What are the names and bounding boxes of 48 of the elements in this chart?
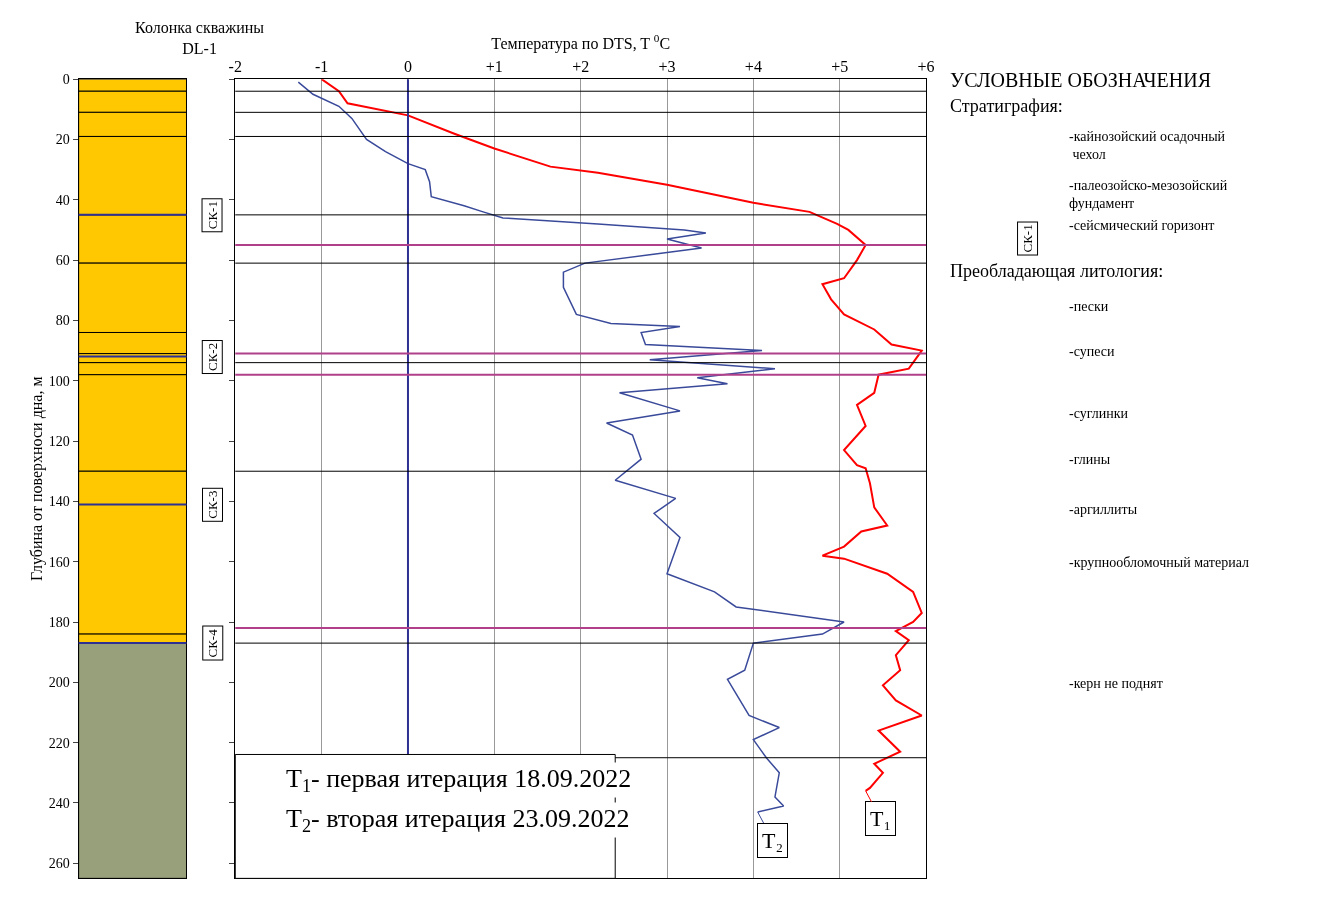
x-tick-label: -2 [228,57,242,75]
text: -пески [1069,299,1109,314]
text: Стратиграфия: [950,96,1063,116]
text: СК-3 [205,490,221,519]
x-tick-label: -1 [314,57,329,75]
y-tick-label: 220 [48,735,70,751]
y-tick-label: 180 [48,614,70,630]
y-tick-label: 60 [55,253,70,269]
x-tick-label: +5 [831,57,849,75]
y-axis-title: Глубина от поверхноси дна, м [27,376,46,582]
text: -сейсмический горизонт [1069,218,1215,233]
legend-label: T₂ [762,828,784,853]
x-axis-title: Температура по DTS, T $^{0}$C [491,31,671,53]
y-tick-label: 120 [48,433,70,449]
text: -крупнообломочный материал [1069,555,1249,570]
y-tick-label: 100 [48,373,70,389]
y-tick-label: 140 [48,494,70,510]
text: -керн не поднят [1069,676,1163,691]
text: -суглинки [1069,406,1129,421]
annotation: T$_{2}$- вторая итерация 23.09.2022 [286,804,630,837]
text: -аргиллиты [1069,502,1138,517]
y-tick-label: 200 [48,675,70,691]
text: -палеозойско-мезозойский фундамент [1069,178,1228,212]
x-tick-label: +1 [485,57,503,75]
y-tick-label: 160 [48,554,70,570]
text: СК-1 [204,201,220,230]
y-tick-label: 40 [55,192,70,208]
y-tick-label: 260 [48,856,70,872]
y-tick-label: 20 [55,132,70,148]
annotation: T$_{1}$- первая итерация 18.09.2022 [286,764,632,797]
x-tick-label: 0 [403,57,412,75]
text: СК-1 [1020,224,1036,253]
x-tick-label: +4 [744,57,762,75]
y-tick-label: 0 [62,72,70,88]
text: СК-2 [204,342,220,372]
legend-label: T₁ [870,806,892,831]
text: -супеси [1069,344,1115,359]
y-tick-label: 240 [48,795,70,811]
text: УСЛОВНЫЕ ОБОЗНАЧЕНИЯ [950,69,1211,91]
chart-title: Колонка скважины DL-1 [135,19,265,57]
x-tick-label: +3 [658,57,676,75]
text: -кайнозойский осадочный чехол [1069,129,1226,163]
y-tick-label: 80 [55,313,70,329]
text: Преобладающая литология: [950,261,1164,281]
x-tick-label: +2 [572,57,590,75]
text: СК-4 [205,628,221,658]
text: -глины [1069,452,1111,467]
x-tick-label: +6 [917,57,935,75]
